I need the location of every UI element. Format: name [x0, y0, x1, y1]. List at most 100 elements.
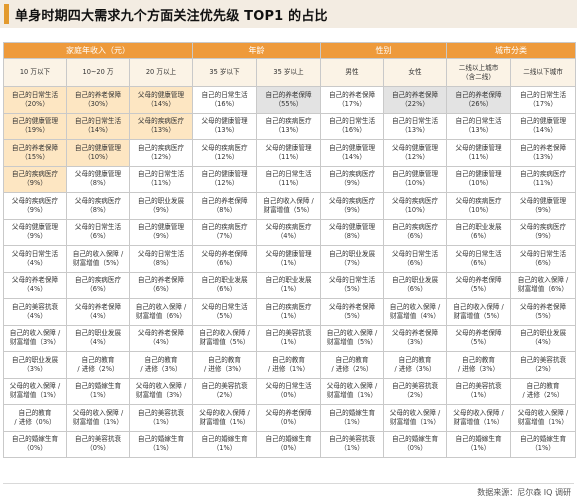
table-cell: 父母的收入保障 / 财富增值（1%） — [383, 404, 448, 432]
table-cell: 自己的美容抗衰 （0%） — [66, 430, 130, 458]
table-cell: 自己的美容抗衰 （1%） — [446, 377, 512, 405]
table-cell: 自己的养老保障 （15%） — [3, 139, 67, 167]
table-cell: 父母的养老保障 （6%） — [192, 245, 258, 273]
column-header: 10 万以下 — [3, 58, 67, 87]
table-cell: 自己的美容抗衰 （2%） — [510, 351, 577, 379]
table-cell: 自己的日常生活 （11%） — [128, 165, 194, 193]
table-cell: 自己的婚嫁生育 （1%） — [128, 430, 194, 458]
table-cell: 父母的疾病医疗 （8%） — [66, 192, 130, 220]
table-cell: 父母的疾病医疗 （13%） — [128, 112, 194, 140]
column-header-row: 10 万以下 10~20 万 20 万以上 35 岁以下 35 岁以上 男性 女性 二线以上城… — [3, 58, 577, 87]
table-cell: 自己的职业发展 （9%） — [128, 192, 194, 220]
table-cell: 父母的养老保障 （4%） — [128, 324, 194, 352]
table-cell: 自己的健康管理 （10%） — [446, 165, 512, 193]
table-row: 父母的日常生活 （4%） 自己的收入保障 / 财富增值（5%） 父母的日常生活 （8… — [3, 245, 577, 273]
table-row: 自己的疾病医疗 （9%） 父母的健康管理 （8%） 自己的日常生活 （11%） 自己的… — [3, 165, 577, 193]
table-cell: 自己的日常生活 （16%） — [192, 86, 258, 114]
table-cell: 自己的婚嫁生育 （1%） — [192, 430, 258, 458]
table-cell: 父母的健康管理 （8%） — [66, 165, 130, 193]
table-cell: 自己的养老保障 （55%） — [256, 86, 322, 114]
page-title: 单身时期四大需求九个方面关注优先级 TOP1 的占比 — [15, 8, 328, 24]
table-cell: 父母的健康管理 （9%） — [510, 192, 577, 220]
table-row: 自己的养老保障 （15%） 自己的健康管理 （10%） 自己的疾病医疗 （12%）父… — [3, 139, 577, 167]
table-cell: 自己的婚嫁生育 （0%） — [383, 430, 448, 458]
table-cell: 自己的美容抗衰 （4%） — [3, 298, 67, 326]
group-header: 性别 — [320, 42, 448, 59]
table-cell: 自己的教育 / 进修（2%） — [66, 351, 130, 379]
table-cell: 自己的婚嫁生育 （0%） — [3, 430, 67, 458]
table-cell: 自己的婚嫁生育 （0%） — [256, 430, 322, 458]
table-cell: 父母的健康管理 （8%） — [320, 218, 385, 246]
table-row: 自己的教育 / 进修（0%） 父母的收入保障 / 财富增值（1%） 自己的美容抗衰 … — [3, 404, 577, 432]
group-header: 家庭年收入（元） — [2, 42, 194, 59]
table-cell: 自己的健康管理 （9%） — [128, 218, 194, 246]
table-cell: 父母的日常生活 （6%） — [383, 245, 448, 273]
table-cell: 父母的日常生活 （8%） — [128, 245, 194, 273]
table-row: 自己的日常生活 （20%） 自己的养老保障 （30%） 父母的健康管理 （14%）自… — [3, 86, 577, 114]
table-cell: 自己的教育 / 进修（3%） — [383, 351, 448, 379]
table-cell: 自己的职业发展 （4%） — [510, 324, 577, 352]
footer-divider — [3, 483, 574, 484]
table-cell: 父母的日常生活 （5%） — [320, 271, 385, 299]
group-header: 城市分类 — [446, 42, 577, 59]
column-header: 二线以上城市 （含二线） — [446, 58, 512, 87]
group-header: 年龄 — [192, 42, 322, 59]
table-cell: 自己的养老保障 （8%） — [192, 192, 258, 220]
table-cell: 父母的收入保障 / 财富增值（1%） — [320, 377, 385, 405]
table-cell: 自己的婚嫁生育 （1%） — [66, 377, 130, 405]
table-cell: 自己的日常生活 （11%） — [256, 165, 322, 193]
column-header: 男性 — [320, 58, 385, 87]
table-cell: 自己的婚嫁生育 （1%） — [510, 430, 577, 458]
table-cell: 自己的职业发展 （6%） — [383, 271, 448, 299]
column-header: 35 岁以上 — [256, 58, 322, 87]
table-cell: 自己的日常生活 （13%） — [383, 112, 448, 140]
table-cell: 自己的职业发展 （4%） — [66, 324, 130, 352]
table-cell: 父母的疾病医疗 （12%） — [192, 139, 258, 167]
table-cell: 自己的教育 / 进修（0%） — [3, 404, 67, 432]
table-cell: 自己的疾病医疗 （7%） — [192, 218, 258, 246]
table-cell: 自己的职业发展 （1%） — [256, 271, 322, 299]
table-cell: 自己的美容抗衰 （1%） — [128, 404, 194, 432]
table-cell: 自己的健康管理 （19%） — [3, 112, 67, 140]
table-cell: 父母的养老保障 （5%） — [446, 324, 512, 352]
table-row: 父母的健康管理 （9%） 父母的日常生活 （6%） 自己的健康管理 （9%） 自己的疾… — [3, 218, 577, 246]
table-cell: 父母的养老保障 （5%） — [320, 298, 385, 326]
table-cell: 自己的职业发展 （3%） — [3, 351, 67, 379]
table-cell: 父母的疾病医疗 （10%） — [446, 192, 512, 220]
table-cell: 自己的收入保障 / 财富增值（3%） — [3, 324, 67, 352]
table-cell: 自己的疾病医疗 （9%） — [320, 165, 385, 193]
table-cell: 自己的日常生活 （16%） — [320, 112, 385, 140]
table-cell: 自己的收入保障 / 财富增值（5%） — [192, 324, 258, 352]
table-cell: 父母的日常生活 （0%） — [256, 377, 322, 405]
table-cell: 父母的日常生活 （6%） — [510, 245, 577, 273]
table-cell: 父母的收入保障 / 财富增值（1%） — [446, 404, 512, 432]
table-cell: 自己的疾病医疗 （12%） — [128, 139, 194, 167]
table-body: 自己的日常生活 （20%） 自己的养老保障 （30%） 父母的健康管理 （14%）自… — [3, 86, 577, 458]
table-cell: 自己的教育 / 进修（2%） — [510, 377, 577, 405]
table-cell: 父母的日常生活 （5%） — [192, 298, 258, 326]
table-cell: 自己的收入保障 / 财富增值（4%） — [383, 298, 448, 326]
table-cell: 父母的养老保障 （5%） — [510, 298, 577, 326]
priority-table: 家庭年收入（元） 年龄 性别 城市分类 10 万以下 10~20 万 20 万以上 35 岁… — [2, 42, 577, 458]
title-bar: 单身时期四大需求九个方面关注优先级 TOP1 的占比 — [0, 0, 577, 28]
table-row: 自己的健康管理 （19%） 自己的日常生活 （14%） 父母的疾病医疗 （13%）父… — [3, 112, 577, 140]
table-cell: 自己的教育 / 进修（2%） — [320, 351, 385, 379]
table-cell: 父母的疾病医疗 （9%） — [320, 192, 385, 220]
source-note: 数据来源：尼尔森 IQ 调研 — [477, 488, 571, 497]
table-row: 父母的疾病医疗 （9%） 父母的疾病医疗 （8%） 自己的职业发展 （9%） 自己的养… — [3, 192, 577, 220]
table-cell: 自己的教育 / 进修（3%） — [192, 351, 258, 379]
table-row: 父母的养老保障 （4%） 自己的疾病医疗 （6%） 自己的养老保障 （6%） 自己的职… — [3, 271, 577, 299]
table-cell: 自己的养老保障 （22%） — [383, 86, 448, 114]
table-cell: 自己的健康管理 （12%） — [192, 165, 258, 193]
table-cell: 父母的养老保障 （4%） — [3, 271, 67, 299]
table-cell: 父母的疾病医疗 （4%） — [256, 218, 322, 246]
table-cell: 自己的疾病医疗 （9%） — [3, 165, 67, 193]
table-cell: 自己的收入保障 / 财富增值（5%） — [320, 324, 385, 352]
table-cell: 自己的疾病医疗 （11%） — [510, 165, 577, 193]
table-cell: 自己的养老保障 （13%） — [510, 139, 577, 167]
table-cell: 父母的健康管理 （14%） — [128, 86, 194, 114]
table-cell: 自己的收入保障 / 财富增值（6%） — [128, 298, 194, 326]
table-cell: 父母的养老保障 （3%） — [383, 324, 448, 352]
table-row: 自己的职业发展 （3%） 自己的教育 / 进修（2%） 自己的教育 / 进修（3%）… — [3, 351, 577, 379]
column-header: 女性 — [383, 58, 448, 87]
